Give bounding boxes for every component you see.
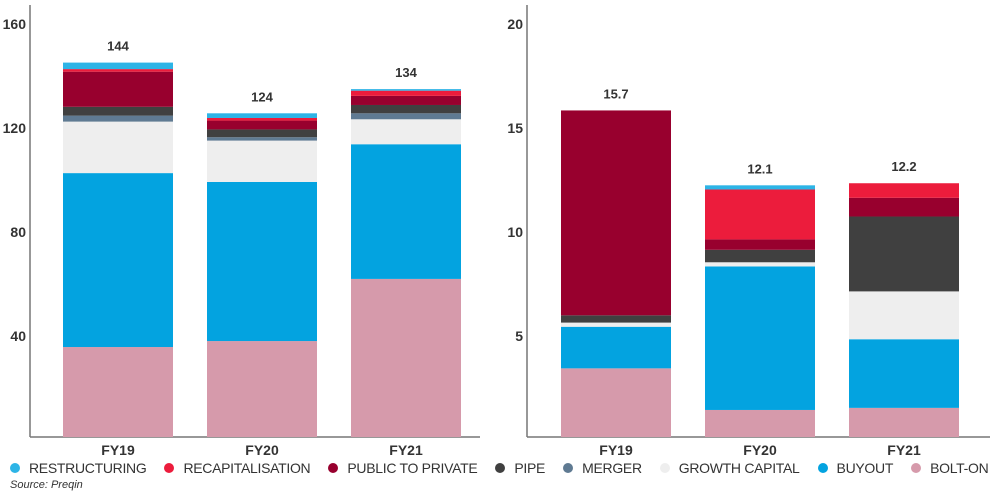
x-tick-label: FY20 xyxy=(245,442,279,458)
legend-label: PUBLIC TO PRIVATE xyxy=(347,460,478,476)
legend-dot-icon xyxy=(817,463,828,473)
bar-segment-growth-capital xyxy=(207,140,317,182)
bar-segment-bolt-on xyxy=(207,341,317,437)
bar-segment-bolt-on xyxy=(561,368,671,437)
bar-segment-merger xyxy=(63,115,173,122)
bar-segment-bolt-on xyxy=(705,409,815,437)
x-tick-label: FY20 xyxy=(743,442,777,458)
bar-segment-recapitalisation xyxy=(63,69,173,72)
legend: RESTRUCTURING RECAPITALISATION PUBLIC TO P… xyxy=(10,460,999,476)
legend-item: RESTRUCTURING xyxy=(10,460,147,476)
bar-segment-public-to-private xyxy=(705,239,815,250)
bar-segment-pipe xyxy=(207,129,317,138)
bar-segment-public-to-private xyxy=(63,71,173,107)
y-tick-label: 15 xyxy=(507,120,523,136)
legend-dot-icon xyxy=(10,463,20,473)
bar-segment-growth-capital xyxy=(351,119,461,145)
bar-segment-pipe xyxy=(63,106,173,116)
bar-segment-bolt-on xyxy=(849,407,959,437)
legend-item: PIPE xyxy=(495,460,545,476)
source-note: Source: Preqin xyxy=(10,479,83,491)
legend-item: BOLT-ON xyxy=(911,460,989,476)
legend-dot-icon xyxy=(164,463,175,473)
bar-segment-buyout xyxy=(561,326,671,369)
bar-segment-pipe xyxy=(705,249,815,263)
bar-segment-buyout xyxy=(351,144,461,279)
x-tick-label: FY21 xyxy=(389,442,423,458)
bar-segment-public-to-private xyxy=(207,120,317,130)
total-label: 124 xyxy=(251,89,273,104)
legend-label: BUYOUT xyxy=(836,460,894,476)
legend-dot-icon xyxy=(495,463,506,473)
legend-dot-icon xyxy=(563,463,574,473)
bar-segment-restructuring xyxy=(351,89,461,91)
legend-item: BUYOUT xyxy=(817,460,894,476)
y-tick-label: 80 xyxy=(10,224,26,240)
legend-dot-icon xyxy=(328,463,339,473)
bar-segment-bolt-on xyxy=(351,278,461,437)
y-tick-label: 160 xyxy=(3,16,27,32)
bar-segment-restructuring xyxy=(63,62,173,70)
bar-segment-growth-capital xyxy=(849,291,959,340)
bar-segment-restructuring xyxy=(705,185,815,190)
y-tick-label: 5 xyxy=(515,328,523,344)
bar-segment-pipe xyxy=(849,216,959,292)
total-label: 12.2 xyxy=(891,159,916,174)
total-label: 134 xyxy=(395,65,417,80)
bar-segment-public-to-private xyxy=(849,197,959,217)
x-tick-label: FY19 xyxy=(101,442,135,458)
legend-label: MERGER xyxy=(582,460,642,476)
legend-item: RECAPITALISATION xyxy=(164,460,311,476)
total-label: 12.1 xyxy=(747,161,772,176)
bar-segment-pipe xyxy=(561,315,671,323)
legend-item: GROWTH CAPITAL xyxy=(659,460,800,476)
bar-segment-recapitalisation xyxy=(351,90,461,96)
y-tick-label: 120 xyxy=(3,120,27,136)
legend-dot-icon xyxy=(659,463,670,473)
legend-label: RESTRUCTURING xyxy=(29,460,147,476)
y-tick-label: 10 xyxy=(507,224,523,240)
bar-segment-growth-capital xyxy=(561,322,671,327)
bar-segment-buyout xyxy=(63,173,173,348)
bar-segment-recapitalisation xyxy=(849,183,959,198)
y-tick-label: 20 xyxy=(507,16,523,32)
bar-segment-recapitalisation xyxy=(207,117,317,121)
legend-item: PUBLIC TO PRIVATE xyxy=(328,460,478,476)
legend-label: GROWTH CAPITAL xyxy=(678,460,800,476)
total-label: 144 xyxy=(107,39,129,54)
bar-segment-growth-capital xyxy=(705,262,815,267)
legend-label: PIPE xyxy=(514,460,546,476)
bar-segment-public-to-private xyxy=(351,95,461,105)
bar-segment-merger xyxy=(351,113,461,120)
total-label: 15.7 xyxy=(603,86,628,101)
bar-segment-buyout xyxy=(207,181,317,342)
bar-segment-growth-capital xyxy=(63,121,173,174)
bar-segment-pipe xyxy=(351,104,461,114)
bar-segment-recapitalisation xyxy=(705,189,815,240)
y-tick-label: 40 xyxy=(10,328,26,344)
bar-segment-public-to-private xyxy=(561,110,671,316)
x-tick-label: FY21 xyxy=(887,442,921,458)
legend-dot-icon xyxy=(911,463,922,473)
bar-segment-buyout xyxy=(849,339,959,408)
legend-label: RECAPITALISATION xyxy=(183,460,311,476)
bar-segment-buyout xyxy=(705,266,815,410)
bar-segment-merger xyxy=(207,137,317,141)
legend-item: MERGER xyxy=(563,460,642,476)
bar-segment-restructuring xyxy=(207,113,317,118)
legend-label: BOLT-ON xyxy=(930,460,989,476)
x-tick-label: FY19 xyxy=(599,442,633,458)
chart-area: 40 80 120 160 144 FY19 124 FY20 134 FY21 5 10 15 20 15… xyxy=(3,5,990,458)
bar-segment-bolt-on xyxy=(63,347,173,437)
